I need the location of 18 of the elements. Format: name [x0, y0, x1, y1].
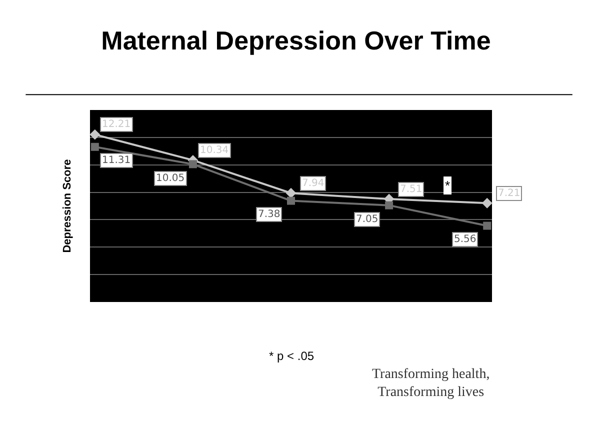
data-label: 10.05: [156, 173, 185, 184]
point: [286, 188, 296, 198]
data-label: 7.05: [356, 214, 378, 225]
point: [90, 129, 100, 140]
point: [287, 196, 295, 205]
annotation: *: [445, 178, 450, 193]
point: [90, 142, 99, 151]
data-label: 7.38: [258, 209, 280, 220]
chart-title: Maternal Depression Over Time: [101, 25, 491, 56]
data-label: 11.31: [102, 155, 131, 166]
y-axis-title: Depression Score: [62, 159, 74, 253]
point: [385, 201, 394, 210]
data-label: 5.56: [454, 234, 476, 245]
point: [188, 160, 197, 168]
text: Transforming health, Transforming lives: [372, 367, 490, 400]
point: [482, 198, 492, 208]
point: [483, 222, 492, 230]
text: * p < .05: [269, 349, 314, 363]
